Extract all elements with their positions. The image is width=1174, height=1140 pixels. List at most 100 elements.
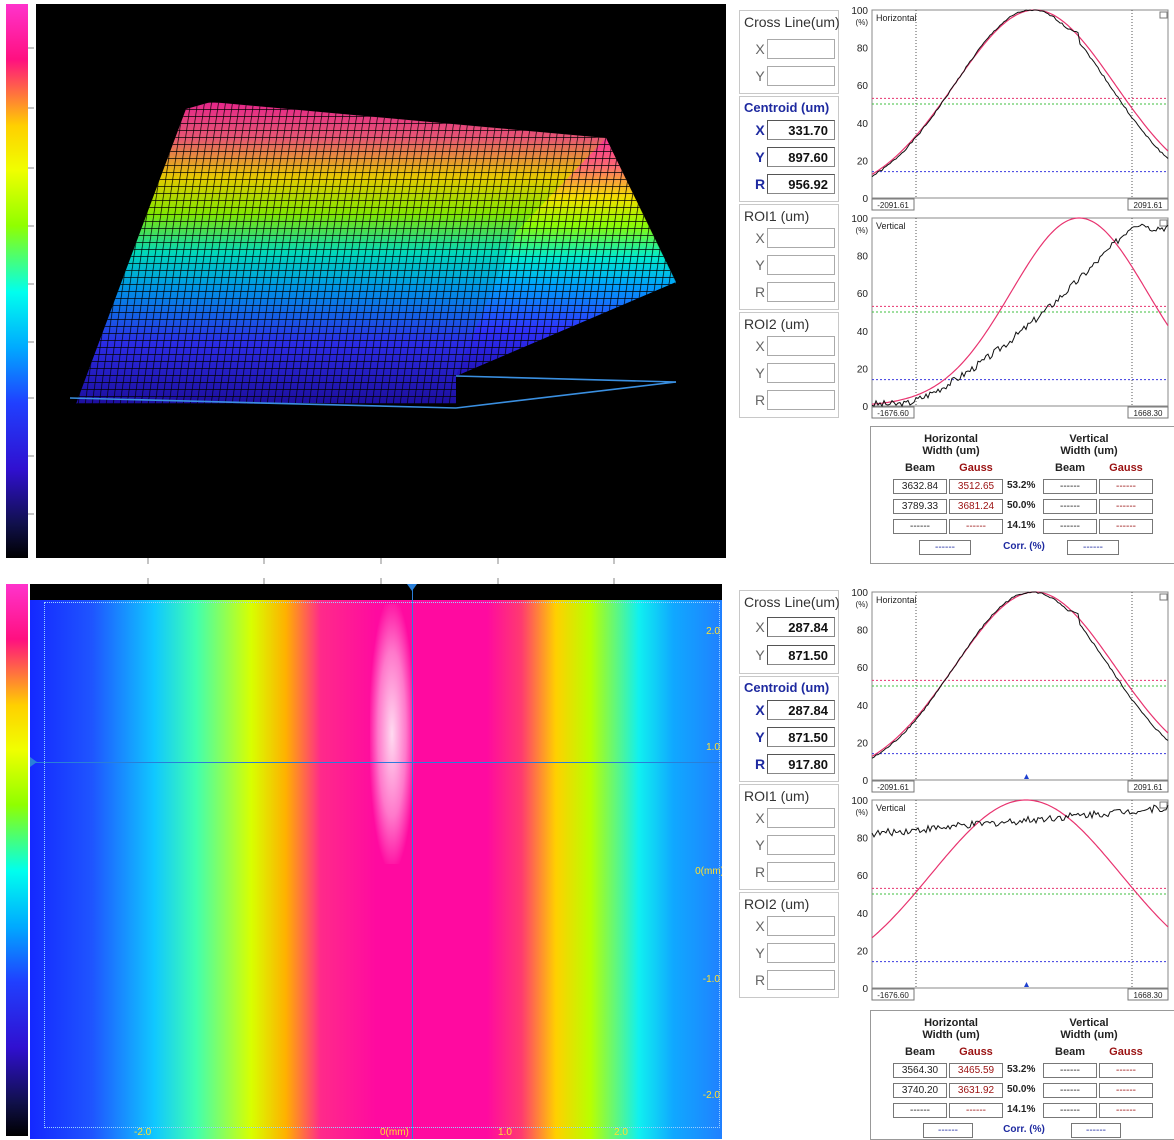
roi1-r-label: R <box>754 864 766 880</box>
v-width-sub: Width (um) <box>1060 1029 1118 1041</box>
centroid-title: Centroid (um) <box>744 680 830 695</box>
beam-profile-curve <box>871 804 1169 838</box>
v-beam-53: ------ <box>1043 1063 1097 1078</box>
profile-title: Vertical <box>876 221 906 231</box>
roi2-r-field[interactable] <box>767 970 835 990</box>
horizontal-profile-top[interactable]: 100 80 60 40 20 0 (%) Horizontal -2091.61 2091.61 <box>844 4 1174 212</box>
roi1-y-field[interactable] <box>767 255 835 275</box>
roi2-y-field[interactable] <box>767 943 835 963</box>
y-tick-label: 60 <box>857 289 869 300</box>
roi2-title: ROI2 (um) <box>744 896 810 912</box>
cross-line-y-label: Y <box>755 647 765 663</box>
centroid-x-field[interactable]: 331.70 <box>767 120 835 140</box>
crosshair-vertical[interactable] <box>412 584 413 1139</box>
h-gauss-header: Gauss <box>959 1046 993 1058</box>
cross-line-group: Cross Line(um) X 287.84 Y 871.50 <box>739 590 840 674</box>
x-tick-label: 2.0 <box>614 1127 628 1138</box>
y-tick-label: 0 <box>862 402 868 413</box>
h-gauss-50: 3631.92 <box>949 1083 1003 1098</box>
y-tick-label: -2.0 <box>702 1090 720 1101</box>
cross-line-y-label: Y <box>755 68 765 84</box>
corr-label: Corr. (%) <box>1003 1124 1045 1135</box>
h-gauss-53: 3512.65 <box>949 479 1003 494</box>
y-unit-label: (%) <box>856 226 869 235</box>
crosshair-horizontal[interactable] <box>30 762 722 763</box>
h-beam-50: 3740.20 <box>893 1083 947 1098</box>
roi1-x-field[interactable] <box>767 228 835 248</box>
h-beam-53: 3564.30 <box>893 1063 947 1078</box>
centroid-y-field[interactable]: 871.50 <box>767 727 835 747</box>
x-min-label: -1676.60 <box>877 991 909 1000</box>
centroid-r-field[interactable]: 956.92 <box>767 174 835 194</box>
h-width-title: Horizontal <box>924 1017 978 1029</box>
profile-title: Vertical <box>876 803 906 813</box>
roi2-x-field[interactable] <box>767 916 835 936</box>
x-min-label: -1676.60 <box>877 409 909 418</box>
y-tick-label: 60 <box>857 81 869 92</box>
centroid-x-label: X <box>755 702 765 718</box>
roi2-title: ROI2 (um) <box>744 316 810 332</box>
cross-line-y-field[interactable] <box>767 66 835 86</box>
roi2-x-field[interactable] <box>767 336 835 356</box>
pct-53: 53.2% <box>1007 1064 1036 1075</box>
roi1-r-field[interactable] <box>767 282 835 302</box>
v-beam-14: ------ <box>1043 519 1097 534</box>
corr-label: Corr. (%) <box>1003 541 1045 552</box>
resize-icon <box>1159 593 1168 601</box>
vertical-profile-top[interactable]: 100 80 60 40 20 0 (%) Vertical -1676.60 1668.30 <box>844 212 1174 420</box>
centroid-group: Centroid (um) X 287.84 Y 871.50 R 917.80 <box>739 676 839 782</box>
cursor-marker <box>1024 982 1029 987</box>
roi2-y-label: Y <box>755 365 765 381</box>
v-gauss-header: Gauss <box>1109 1046 1143 1058</box>
v-gauss-14: ------ <box>1099 1103 1153 1118</box>
v-beam-header: Beam <box>1055 462 1085 474</box>
centroid-x-field[interactable]: 287.84 <box>767 700 835 720</box>
resize-icon <box>1159 219 1168 227</box>
corr-left-field: ------ <box>923 1123 973 1138</box>
roi2-r-field[interactable] <box>767 390 835 410</box>
resize-icon <box>1159 801 1168 809</box>
roi2-x-label: X <box>755 918 765 934</box>
y-tick-label: 40 <box>857 909 869 920</box>
centroid-y-label: Y <box>755 729 765 745</box>
y-unit-label: (%) <box>856 18 869 27</box>
roi2-y-field[interactable] <box>767 363 835 383</box>
centroid-y-field[interactable]: 897.60 <box>767 147 835 167</box>
y-unit-label: (%) <box>856 808 869 817</box>
v-width-title: Vertical <box>1069 1017 1109 1029</box>
centroid-r-field[interactable]: 917.80 <box>767 754 835 774</box>
roi1-group: ROI1 (um) X Y R <box>739 204 839 310</box>
corr-right-field: ------ <box>1071 1123 1121 1138</box>
cross-line-x-field[interactable]: 287.84 <box>767 617 835 637</box>
roi1-r-field[interactable] <box>767 862 835 882</box>
y-unit-label: (%) <box>856 600 869 609</box>
beam-3d-wireframe-view[interactable] <box>36 4 726 558</box>
y-tick-label: 40 <box>857 701 869 712</box>
h-width-title: Horizontal <box>924 433 978 445</box>
pct-14: 14.1% <box>1007 1104 1036 1115</box>
beam-profile-curve <box>871 9 1169 178</box>
roi1-y-label: Y <box>755 257 765 273</box>
x-min-box <box>871 988 915 1001</box>
v-beam-14: ------ <box>1043 1103 1097 1118</box>
cross-line-y-field[interactable]: 871.50 <box>767 645 835 665</box>
v-gauss-50: ------ <box>1099 1083 1153 1098</box>
vertical-profile-bottom[interactable]: 100 80 60 40 20 0 (%) Vertical -1676.60 1668.30 <box>844 794 1174 1002</box>
roi-dotted-frame <box>44 602 720 1128</box>
y-tick-label: 80 <box>857 252 869 263</box>
pct-50: 50.0% <box>1007 1084 1036 1095</box>
cross-line-x-field[interactable] <box>767 39 835 59</box>
beam-2d-image-view[interactable]: 2.0 1.0 0(mm) -1.0 -2.0 -2.0 0(mm) 1.0 2… <box>30 584 722 1139</box>
x-tick-label: 0(mm) <box>380 1127 409 1138</box>
roi1-x-field[interactable] <box>767 808 835 828</box>
x-max-box <box>1127 198 1169 211</box>
horizontal-profile-bottom[interactable]: 100 80 60 40 20 0 (%) Horizontal -2091.61 2091.61 <box>844 586 1174 794</box>
roi1-y-label: Y <box>755 837 765 853</box>
cursor-marker <box>1024 774 1029 779</box>
roi1-title: ROI1 (um) <box>744 788 810 804</box>
crosshair-markers[interactable] <box>30 584 722 1139</box>
x-axis-ticks-bottom <box>147 578 615 584</box>
gauss-fit-curve <box>871 591 1169 757</box>
y-tick-label: 80 <box>857 44 869 55</box>
roi1-y-field[interactable] <box>767 835 835 855</box>
